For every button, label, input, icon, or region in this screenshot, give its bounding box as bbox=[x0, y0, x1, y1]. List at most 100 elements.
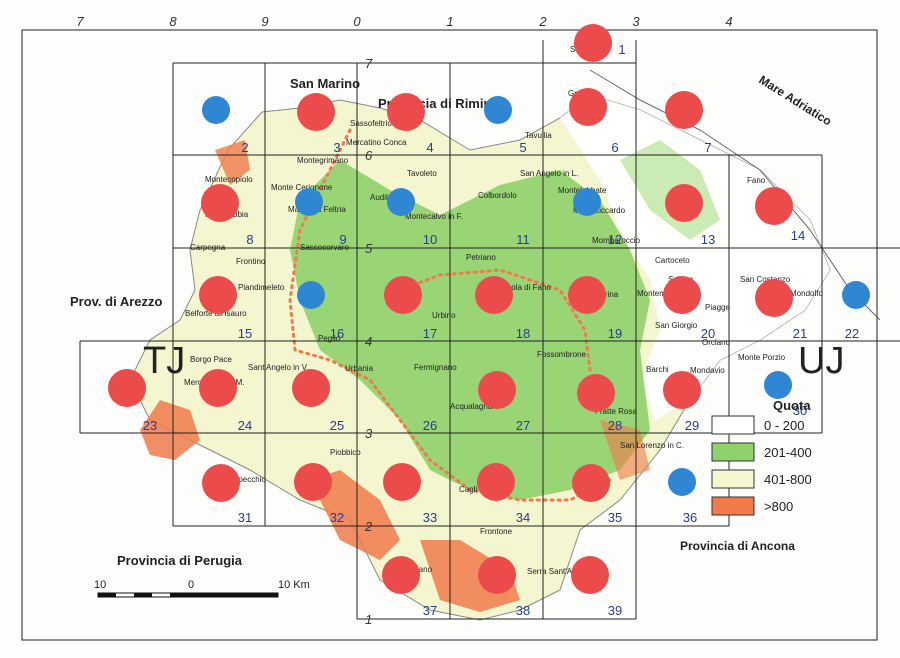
top-axis: 7 8 9 0 1 2 3 4 bbox=[76, 14, 732, 29]
town-label: Mercatino Conca bbox=[346, 138, 407, 147]
top-axis-label: 9 bbox=[261, 14, 268, 29]
town-label: Monteciccardo bbox=[573, 206, 626, 215]
town-label: Fossombrone bbox=[537, 350, 586, 359]
cell-number: 3 bbox=[333, 140, 340, 155]
green-zone bbox=[290, 160, 650, 500]
cell-number: 7 bbox=[704, 140, 711, 155]
blue-dot-marker bbox=[484, 96, 512, 124]
cell-number: 33 bbox=[423, 510, 437, 525]
uj-grid-label: UJ bbox=[798, 340, 844, 382]
ancona-label: Provincia di Ancona bbox=[680, 539, 795, 553]
cell-number: 24 bbox=[238, 418, 252, 433]
town-label: Sant'Angelo in V. bbox=[248, 363, 308, 372]
red-dot-marker bbox=[199, 369, 237, 407]
cell-number: 37 bbox=[423, 603, 437, 618]
san-marino-label: San Marino bbox=[290, 76, 360, 91]
town-label: Fano bbox=[747, 176, 766, 185]
town-label: Urbino bbox=[432, 311, 456, 320]
town-label: Piagge bbox=[705, 303, 730, 312]
legend-label: 401-800 bbox=[764, 472, 812, 487]
left-axis-label: 6 bbox=[365, 148, 373, 163]
cell-number: 18 bbox=[516, 326, 530, 341]
cell-number: 39 bbox=[608, 603, 622, 618]
red-dot-marker bbox=[568, 276, 606, 314]
cell-number: 13 bbox=[701, 232, 715, 247]
town-label: San Lorenzo in C. bbox=[620, 441, 684, 450]
town-label: Sassofeltrio bbox=[350, 119, 392, 128]
top-axis-label: 1 bbox=[446, 14, 453, 29]
town-label: San Costanzo bbox=[740, 275, 791, 284]
blue-dot-marker bbox=[202, 96, 230, 124]
cell-number: 26 bbox=[423, 418, 437, 433]
cell-number: 35 bbox=[608, 510, 622, 525]
town-label: Mondolfo bbox=[790, 289, 823, 298]
legend-swatch-800 bbox=[711, 496, 755, 516]
town-label: Carpegna bbox=[190, 243, 226, 252]
town-label: Borgo Pace bbox=[190, 355, 232, 364]
town-label: Cartoceto bbox=[655, 256, 690, 265]
town-label: Tavoleto bbox=[407, 169, 437, 178]
cell-number: 38 bbox=[516, 603, 530, 618]
red-dot-marker bbox=[384, 276, 422, 314]
town-label: Montegrimano bbox=[297, 156, 349, 165]
dotted-boundary-2 bbox=[398, 268, 592, 372]
top-axis-label: 8 bbox=[169, 14, 177, 29]
town-label: Acqualagna bbox=[450, 402, 493, 411]
highland-orange-3 bbox=[420, 540, 520, 612]
legend: Quota 0 - 200 201-400 401-800 >800 bbox=[711, 398, 812, 516]
blue-dot-marker bbox=[764, 371, 792, 399]
red-dot-marker bbox=[574, 24, 612, 62]
town-label: Monte Porzio bbox=[738, 353, 786, 362]
town-label: Petriano bbox=[466, 253, 496, 262]
cell-number: 4 bbox=[426, 140, 433, 155]
red-dot-marker bbox=[202, 464, 240, 502]
cell-number: 17 bbox=[423, 326, 437, 341]
town-label: San Angelo in L. bbox=[520, 169, 578, 178]
legend-swatch-201-400 bbox=[711, 442, 755, 462]
left-axis-label: 5 bbox=[365, 241, 373, 256]
legend-swatch-0-200 bbox=[711, 415, 755, 435]
top-axis-label: 4 bbox=[725, 14, 732, 29]
left-axis-label: 4 bbox=[365, 334, 372, 349]
scale-label: 10 bbox=[94, 579, 106, 591]
cell-number: 36 bbox=[683, 510, 697, 525]
blue-dot-marker bbox=[387, 188, 415, 216]
tj-grid-label: TJ bbox=[143, 340, 185, 382]
red-dot-marker bbox=[663, 276, 701, 314]
town-label: Frontino bbox=[236, 257, 266, 266]
town-label: Colbordolo bbox=[478, 191, 517, 200]
town-label: Montecalvo in F. bbox=[405, 212, 463, 221]
cell-number: 1 bbox=[618, 42, 625, 57]
red-dot-marker bbox=[201, 184, 239, 222]
arezzo-label: Prov. di Arezzo bbox=[70, 294, 163, 309]
cell-number: 16 bbox=[330, 326, 344, 341]
red-dot-marker bbox=[297, 93, 335, 131]
cell-number: 19 bbox=[608, 326, 622, 341]
legend-label: 0 - 200 bbox=[764, 418, 804, 433]
adriatico-label: Mare Adriatico bbox=[756, 73, 834, 129]
map-frame bbox=[21, 29, 878, 641]
town-label: Fratte Rosa bbox=[595, 407, 637, 416]
red-dot-marker bbox=[569, 88, 607, 126]
cell-number: 12 bbox=[608, 232, 622, 247]
town-label: Fermignano bbox=[414, 363, 457, 372]
red-dot-marker bbox=[478, 371, 516, 409]
red-dot-marker bbox=[382, 556, 420, 594]
top-axis-label: 7 bbox=[76, 14, 84, 29]
cell-number: 5 bbox=[519, 140, 526, 155]
scale-bar-segment bbox=[98, 593, 116, 597]
left-axis-label: 3 bbox=[365, 426, 373, 441]
town-label: Tavullia bbox=[525, 131, 552, 140]
town-label: Urbania bbox=[345, 364, 374, 373]
cell-number: 8 bbox=[246, 232, 253, 247]
blue-dot-marker bbox=[573, 188, 601, 216]
scale-bar-segment bbox=[188, 593, 278, 597]
blue-dot-marker bbox=[842, 281, 870, 309]
highland-orange-2 bbox=[310, 470, 400, 560]
dotted-boundary-1 bbox=[288, 128, 612, 502]
cell-number: 22 bbox=[845, 326, 859, 341]
town-label: Monte Cerignone bbox=[271, 183, 333, 192]
